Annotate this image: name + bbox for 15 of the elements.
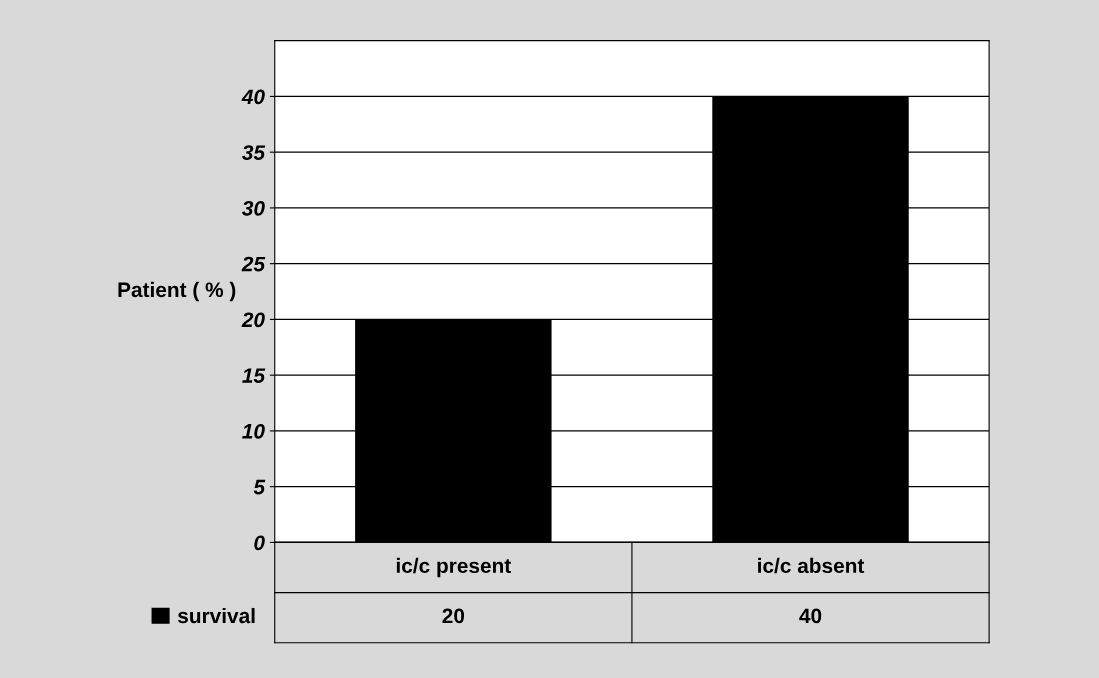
y-tick-label: 20 xyxy=(241,312,265,328)
y-tick-label: 35 xyxy=(242,145,266,160)
y-tick-label: 5 xyxy=(253,479,266,495)
y-tick-label: 15 xyxy=(242,368,266,383)
data-label: 40 xyxy=(799,608,822,624)
x-tick-label: ic/c present xyxy=(396,557,511,578)
y-tick-label: 0 xyxy=(254,535,265,551)
x-tick-label: ic/c absent xyxy=(758,557,865,574)
y-tick-label: 40 xyxy=(241,89,265,105)
legend-label: survival xyxy=(177,607,255,624)
y-tick-label: 30 xyxy=(242,200,265,216)
y-tick-label: 10 xyxy=(242,423,265,439)
y-tick-label: 25 xyxy=(241,256,266,272)
y-axis-title: Patient ( % ) xyxy=(118,281,236,302)
data-label: 20 xyxy=(442,608,465,624)
